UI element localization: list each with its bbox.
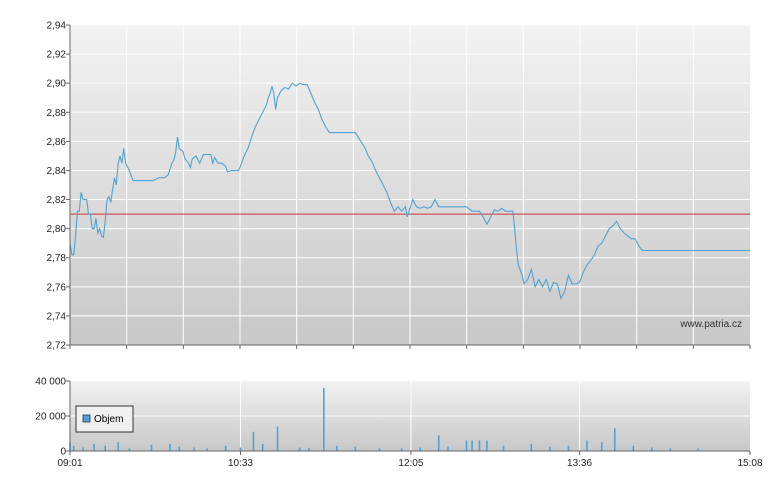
volume-y-tick-label: 20 000 (35, 412, 66, 423)
volume-bar (586, 440, 588, 451)
volume-bar (261, 444, 264, 451)
volume-bar (471, 440, 473, 451)
volume-x-tick-label: 12:05 (398, 458, 423, 469)
price-y-axis: 2,72 2,74 2,76 2,78 2,80 2,82 2,84 2,86 2,88 2,90… (47, 21, 70, 352)
volume-bar (206, 448, 208, 451)
price-y-tick-label: 2,82 (47, 195, 67, 206)
volume-legend: Objem (75, 405, 134, 433)
volume-bar (400, 448, 403, 451)
volume-bar (178, 446, 181, 451)
price-x-axis-ticks (69, 345, 751, 349)
volume-bar (419, 447, 421, 451)
price-gridlines (70, 24, 750, 345)
volume-y-tick-label: 0 (60, 447, 66, 458)
volume-bar (650, 447, 653, 451)
legend-label: Objem (94, 414, 123, 425)
volume-bar (502, 445, 505, 451)
volume-bar (632, 445, 635, 451)
volume-bar (193, 447, 195, 451)
volume-bar (117, 442, 119, 451)
price-y-tick-label: 2,84 (47, 166, 67, 177)
volume-bar (354, 446, 357, 451)
volume-bar (447, 446, 449, 451)
volume-bar (336, 445, 338, 451)
price-y-tick-label: 2,88 (47, 108, 67, 119)
volume-bar (613, 428, 616, 451)
volume-x-axis: 09:01 10:33 12:05 13:36 15:08 (57, 451, 763, 469)
price-y-tick-label: 2,80 (47, 224, 67, 235)
volume-bar (669, 448, 672, 451)
volume-y-tick-label: 40 000 (35, 377, 66, 388)
volume-bar (323, 388, 325, 451)
volume-bar (378, 448, 381, 451)
volume-x-tick-label: 15:08 (737, 458, 762, 469)
price-y-tick-label: 2,92 (47, 50, 67, 61)
volume-bar (530, 444, 533, 451)
price-y-tick-label: 2,74 (47, 311, 67, 322)
price-y-tick-label: 2,72 (47, 341, 67, 352)
volume-gridlines (70, 380, 750, 451)
volume-bar (549, 446, 551, 451)
price-y-tick-label: 2,76 (47, 282, 67, 293)
volume-x-tick-label: 13:36 (567, 458, 592, 469)
volume-bar (486, 440, 488, 451)
volume-bar (478, 440, 481, 451)
price-y-tick-label: 2,90 (47, 79, 67, 90)
volume-bar (169, 444, 171, 451)
price-y-tick-label: 2,78 (47, 253, 67, 264)
volume-bar (82, 447, 84, 451)
price-y-tick-label: 2,94 (47, 21, 67, 32)
volume-bar (72, 445, 75, 451)
volume-bar (276, 426, 279, 451)
volume-x-tick-label: 09:01 (57, 458, 82, 469)
volume-bar (600, 442, 603, 451)
volume-bar (239, 447, 242, 451)
volume-bar (567, 445, 570, 451)
volume-bar (93, 444, 95, 451)
volume-bar (437, 435, 440, 451)
volume-bar (308, 447, 310, 451)
volume-bar (298, 447, 301, 451)
price-y-tick-label: 2,86 (47, 137, 67, 148)
volume-x-tick-label: 10:33 (228, 458, 253, 469)
volume-bar (465, 440, 468, 451)
legend-swatch (82, 414, 91, 423)
volume-bar (697, 448, 699, 451)
volume-bar (252, 431, 255, 451)
watermark-text: www.patria.cz (679, 319, 742, 330)
volume-bar (224, 445, 227, 451)
volume-bar (104, 445, 107, 451)
volume-bar (150, 444, 153, 451)
volume-bar (128, 448, 131, 451)
price-series-line (69, 82, 750, 301)
volume-y-axis: 0 20 000 40 000 (35, 377, 70, 458)
price-panel: 2,72 2,74 2,76 2,78 2,80 2,82 2,84 2,86 2,88 2,90… (47, 21, 751, 352)
